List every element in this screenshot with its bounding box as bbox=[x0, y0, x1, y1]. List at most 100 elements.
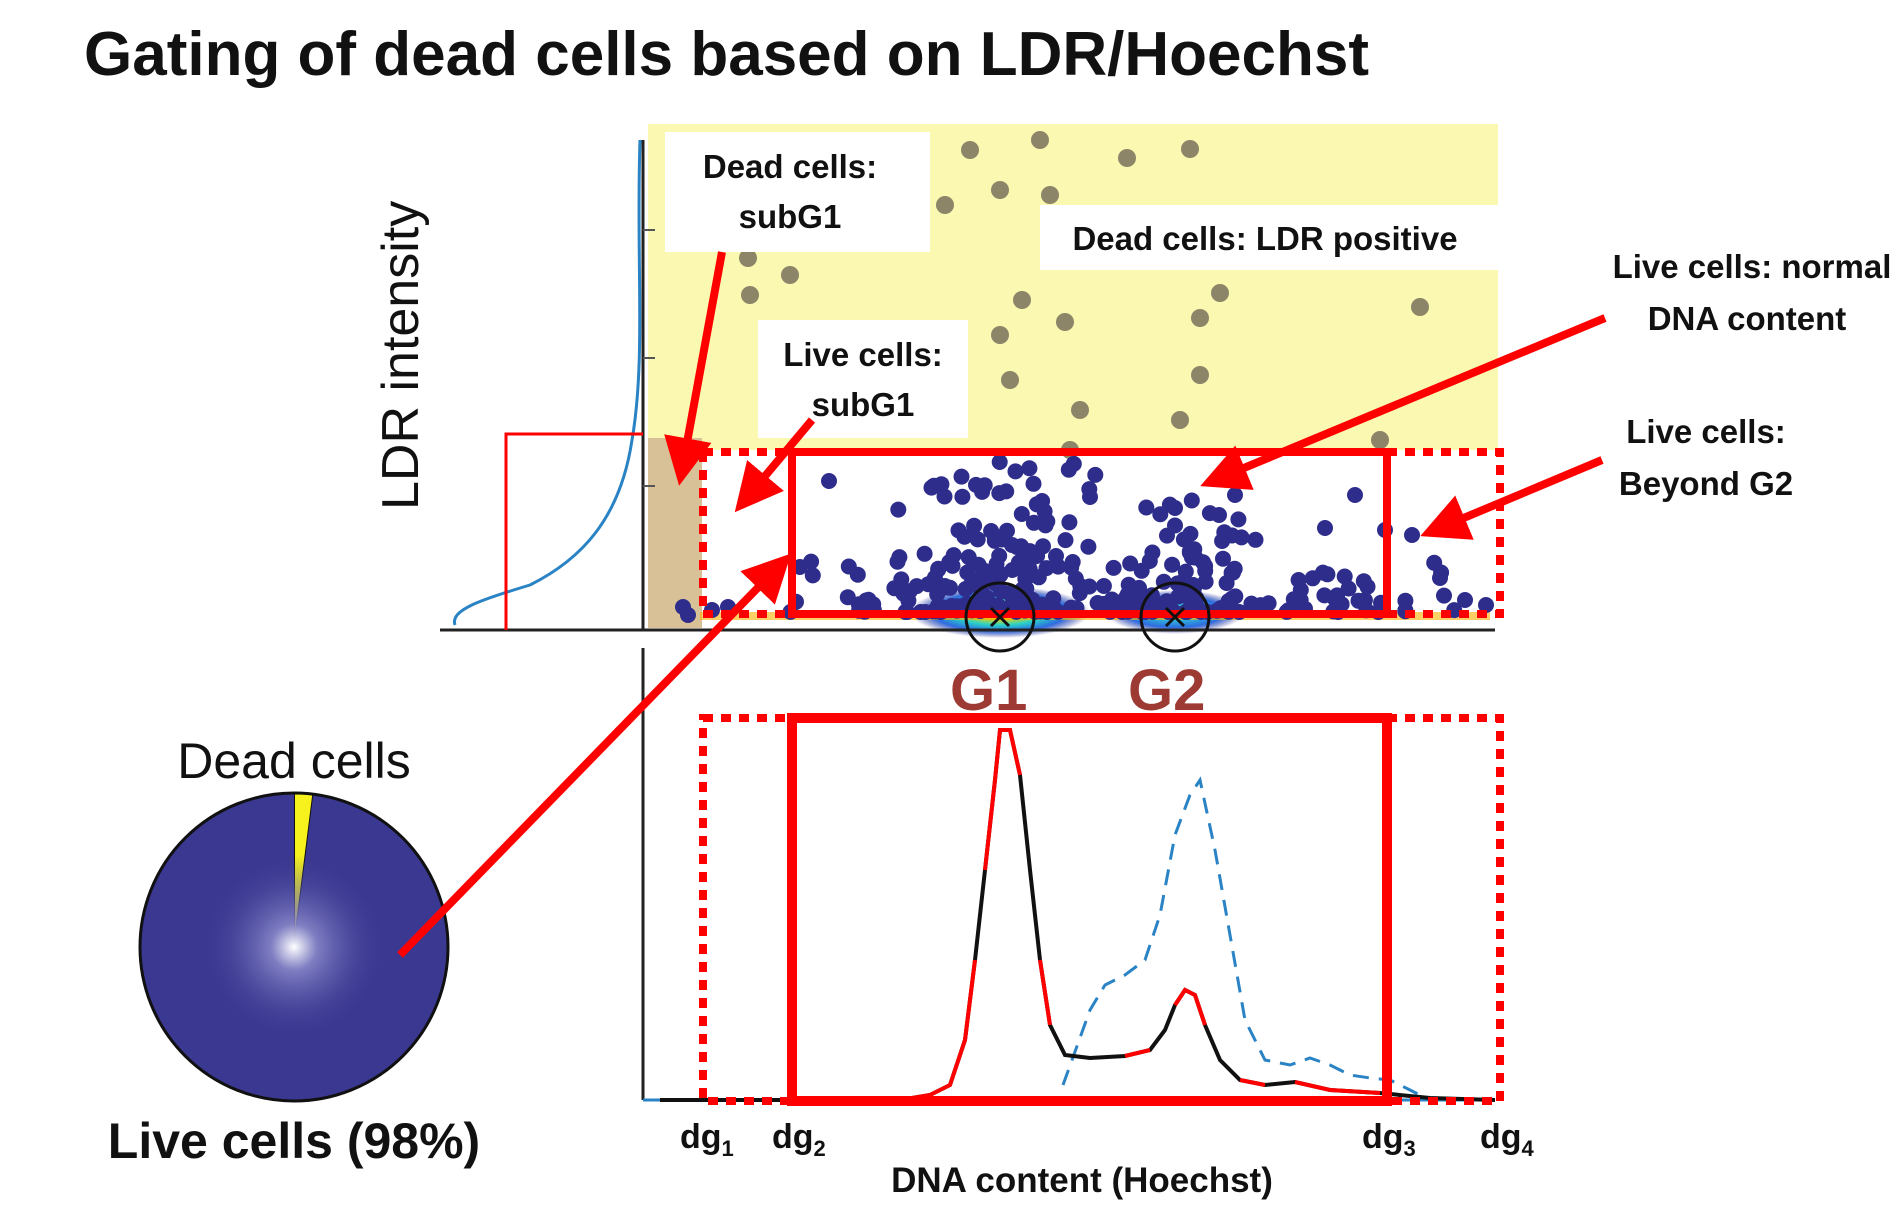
live-cell-dot bbox=[1021, 460, 1038, 477]
live-normal-label-line2: DNA content bbox=[1648, 300, 1847, 337]
live-cell-dot bbox=[1167, 517, 1183, 534]
live-cell-dot bbox=[969, 531, 986, 548]
dead-cell-dot bbox=[1181, 140, 1199, 158]
dead-cell-dot bbox=[1041, 186, 1059, 204]
live-normal-label-line1: Live cells: normal bbox=[1613, 248, 1892, 285]
arrow-pie-to-gate bbox=[397, 553, 792, 958]
dead-cell-dot bbox=[991, 181, 1009, 199]
dead-cell-dot bbox=[1031, 131, 1049, 149]
live-cell-dot bbox=[1197, 563, 1214, 579]
dead-cell-dot bbox=[1191, 309, 1209, 327]
live-cell-dot bbox=[1064, 554, 1081, 570]
live-cell-dots bbox=[675, 454, 1494, 623]
pie-chart: Dead cells Live cells (98%) bbox=[108, 733, 480, 1169]
live-cell-dot bbox=[992, 567, 1009, 584]
histogram-panel: dg1 dg2 dg3 dg4 DNA content (Hoechst) bbox=[641, 648, 1535, 1200]
live-cell-dot bbox=[1025, 514, 1042, 531]
live-cell-dot bbox=[1183, 492, 1200, 509]
live-cell-dot bbox=[1067, 570, 1084, 587]
live-cell-dot bbox=[1007, 463, 1024, 480]
live-cell-dot bbox=[1138, 499, 1155, 516]
live-subg1-label-box bbox=[758, 320, 968, 438]
live-cell-dot bbox=[804, 567, 821, 584]
arrow-live-subg1 bbox=[734, 417, 816, 513]
live-cell-dot bbox=[954, 488, 971, 505]
live-cell-dot bbox=[1087, 466, 1104, 483]
dead-cell-dot bbox=[1191, 366, 1209, 384]
dead-ldr-label-box bbox=[1040, 205, 1500, 270]
live-cell-dot bbox=[1317, 520, 1333, 536]
dead-subg1-label-box bbox=[665, 132, 930, 252]
live-cell-dot bbox=[998, 483, 1015, 500]
histogram-all-cells bbox=[1061, 776, 1431, 1102]
live-cell-dot bbox=[1247, 531, 1264, 548]
dead-subg1-label-line1: Dead cells: bbox=[703, 148, 877, 185]
live-cell-dot bbox=[1183, 549, 1200, 566]
live-subg1-label-line2: subG1 bbox=[812, 386, 915, 423]
dead-cell-dot bbox=[741, 286, 759, 304]
live-cell-dot bbox=[1167, 500, 1183, 516]
ldr-density-curve bbox=[453, 139, 642, 626]
ldr-threshold-gate bbox=[504, 432, 643, 630]
dead-cell-dot bbox=[1411, 298, 1429, 316]
live-cell-dot bbox=[959, 564, 976, 581]
pie-outline bbox=[138, 791, 450, 1103]
arrow-live-beyond bbox=[1420, 456, 1604, 540]
live-cell-dot bbox=[850, 596, 867, 613]
dead-cell-dot bbox=[781, 266, 799, 284]
x-axis-title: DNA content (Hoechst) bbox=[891, 1161, 1273, 1200]
gate-label-dg3: dg3 bbox=[1362, 1118, 1416, 1161]
live-cell-dot bbox=[1215, 550, 1231, 567]
hist-all-gates-dotted-box bbox=[699, 714, 1504, 1105]
live-cell-dot bbox=[1436, 587, 1452, 604]
live-cell-dot bbox=[1082, 489, 1098, 505]
live-cell-dot bbox=[1060, 461, 1077, 478]
dead-cell-dot bbox=[961, 141, 979, 159]
dead-cell-dot bbox=[1071, 401, 1089, 419]
live-cell-dot bbox=[1182, 525, 1199, 542]
live-cell-dot bbox=[1049, 558, 1066, 575]
annotation-arrows bbox=[397, 251, 1607, 958]
live-cell-dot bbox=[1457, 592, 1473, 608]
live-cell-dot bbox=[1314, 564, 1331, 581]
histogram-live-red bbox=[899, 728, 1381, 1102]
live-cell-dot bbox=[1404, 527, 1420, 543]
live-cell-dot bbox=[926, 569, 943, 586]
dead-cell-dots bbox=[739, 131, 1429, 459]
live-cell-dot bbox=[974, 483, 991, 500]
live-cell-dot bbox=[1071, 585, 1088, 602]
live-cell-dot bbox=[942, 579, 958, 596]
dead-ldr-positive-label: Dead cells: LDR positive bbox=[1072, 220, 1457, 257]
live-cell-dot bbox=[991, 547, 1008, 564]
live-cell-dot bbox=[1223, 564, 1240, 581]
arrow-live-normal bbox=[1200, 314, 1607, 490]
live-cell-dot bbox=[1025, 475, 1042, 492]
live-cell-dot bbox=[821, 473, 837, 489]
g1-marker bbox=[964, 581, 1036, 653]
live-cell-dot bbox=[1080, 538, 1097, 555]
dead-cell-dot bbox=[1013, 291, 1031, 309]
live-cell-dot bbox=[1013, 538, 1030, 555]
live-cell-dot bbox=[890, 501, 907, 518]
y-axis-ticks bbox=[643, 229, 655, 487]
live-cell-dot bbox=[966, 517, 983, 534]
live-cell-dot bbox=[1133, 562, 1150, 579]
live-cell-dot bbox=[1227, 487, 1243, 503]
live-cell-dot bbox=[889, 553, 906, 570]
live-cell-dot bbox=[1105, 559, 1122, 576]
scatter-panel: G1 G2 Dead cells: subG1 Dead cells: LDR … bbox=[372, 124, 1504, 723]
live-cell-dot bbox=[945, 547, 962, 564]
live-cell-dot bbox=[1230, 511, 1247, 528]
dead-cell-dot bbox=[1371, 431, 1389, 449]
live-cell-dot bbox=[1095, 578, 1112, 594]
dead-cell-dot bbox=[991, 326, 1009, 344]
live-subg1-label-line1: Live cells: bbox=[783, 336, 943, 373]
gate-label-dg4: dg4 bbox=[1480, 1118, 1535, 1161]
live-cell-dot bbox=[1336, 568, 1353, 585]
y-axis-title: LDR intensity bbox=[372, 201, 430, 510]
live-cell-dot bbox=[1347, 487, 1363, 503]
live-cell-dot bbox=[1397, 592, 1414, 609]
live-cell-dot bbox=[1329, 587, 1346, 604]
live-cell-dot bbox=[977, 566, 993, 583]
live-cell-dot bbox=[936, 488, 953, 505]
